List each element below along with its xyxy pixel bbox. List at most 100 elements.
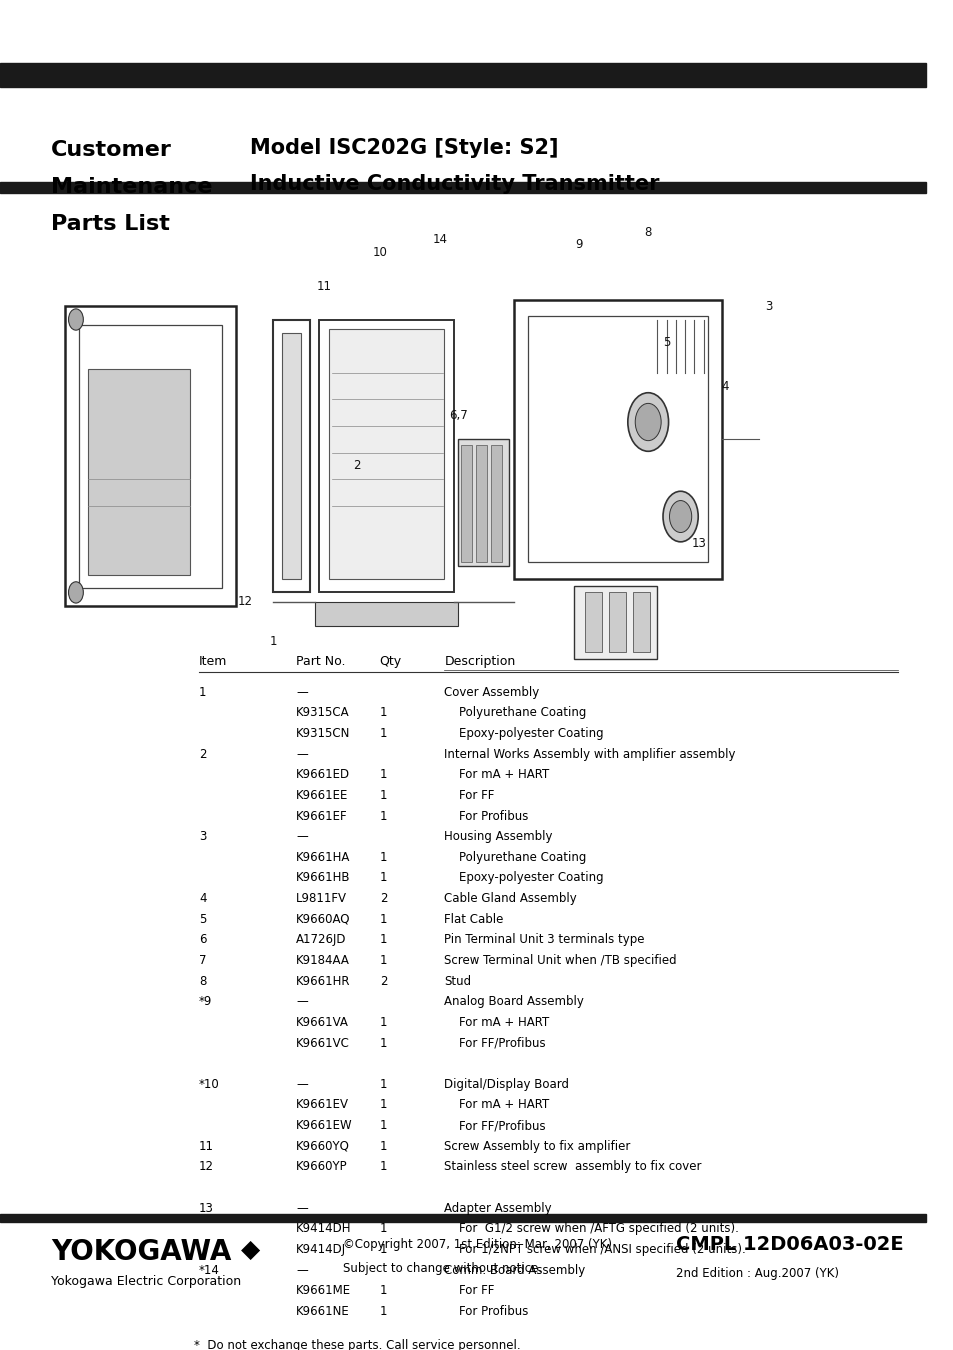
FancyBboxPatch shape — [282, 333, 300, 579]
Text: A1726JD: A1726JD — [296, 933, 347, 946]
Text: 1: 1 — [379, 933, 387, 946]
Text: K9660YQ: K9660YQ — [296, 1139, 350, 1153]
Text: For mA + HART: For mA + HART — [444, 1099, 549, 1111]
Text: 3: 3 — [764, 300, 772, 313]
Text: 1: 1 — [379, 788, 387, 802]
Text: —: — — [296, 830, 308, 844]
Text: 1: 1 — [379, 1037, 387, 1049]
Text: K9414DH: K9414DH — [296, 1222, 352, 1235]
FancyBboxPatch shape — [329, 329, 444, 579]
Text: 1: 1 — [379, 1161, 387, 1173]
Text: K9661VA: K9661VA — [296, 1017, 349, 1029]
Text: For FF: For FF — [444, 1284, 495, 1297]
Text: 4: 4 — [720, 379, 728, 393]
Text: 1: 1 — [379, 1017, 387, 1029]
Text: K9661EF: K9661EF — [296, 810, 348, 822]
Text: Subject to change without notice.: Subject to change without notice. — [342, 1262, 541, 1274]
Text: Description: Description — [444, 655, 516, 668]
Text: Adapter Assembly: Adapter Assembly — [444, 1202, 552, 1215]
Text: 14: 14 — [432, 234, 447, 246]
Text: K9661ED: K9661ED — [296, 768, 350, 782]
Text: Polyurethane Coating: Polyurethane Coating — [444, 850, 586, 864]
Text: ◆: ◆ — [240, 1238, 260, 1262]
Text: K9661EE: K9661EE — [296, 788, 349, 802]
Text: 9: 9 — [575, 239, 582, 251]
Text: 1: 1 — [379, 1305, 387, 1318]
Text: 2: 2 — [199, 748, 207, 760]
FancyBboxPatch shape — [574, 586, 657, 659]
Text: For Profibus: For Profibus — [444, 1305, 528, 1318]
Bar — [37, 207, 888, 666]
Text: 3: 3 — [199, 830, 206, 844]
FancyBboxPatch shape — [457, 439, 509, 566]
Text: —: — — [296, 1264, 308, 1277]
Text: 6,7: 6,7 — [449, 409, 467, 421]
FancyBboxPatch shape — [609, 593, 625, 652]
Text: 1: 1 — [379, 913, 387, 926]
Text: Epoxy-polyester Coating: Epoxy-polyester Coating — [444, 872, 603, 884]
Text: —: — — [296, 1077, 308, 1091]
Text: 2: 2 — [379, 892, 387, 904]
FancyBboxPatch shape — [460, 444, 472, 562]
Text: Digital/Display Board: Digital/Display Board — [444, 1077, 569, 1091]
Text: Yokogawa Electric Corporation: Yokogawa Electric Corporation — [51, 1276, 241, 1288]
Text: 7: 7 — [199, 954, 207, 967]
Text: 1: 1 — [379, 810, 387, 822]
Text: K9661NE: K9661NE — [296, 1305, 350, 1318]
Text: K9184AA: K9184AA — [296, 954, 350, 967]
Text: K9661EW: K9661EW — [296, 1119, 353, 1133]
Text: 11: 11 — [199, 1139, 213, 1153]
Text: For mA + HART: For mA + HART — [444, 1017, 549, 1029]
Text: For Profibus: For Profibus — [444, 810, 528, 822]
Circle shape — [669, 501, 691, 532]
Circle shape — [627, 393, 668, 451]
Text: For mA + HART: For mA + HART — [444, 768, 549, 782]
Text: Comm. Board Assembly: Comm. Board Assembly — [444, 1264, 585, 1277]
FancyBboxPatch shape — [584, 593, 601, 652]
Text: Model ISC202G [Style: S2]: Model ISC202G [Style: S2] — [250, 139, 558, 158]
Text: Cable Gland Assembly: Cable Gland Assembly — [444, 892, 577, 904]
Text: 1: 1 — [379, 1139, 387, 1153]
Text: Customer: Customer — [51, 140, 172, 159]
Text: For FF/Profibus: For FF/Profibus — [444, 1119, 545, 1133]
Text: 12: 12 — [237, 595, 253, 609]
Text: Parts List: Parts List — [51, 215, 170, 235]
Text: K9660AQ: K9660AQ — [296, 913, 351, 926]
Text: Epoxy-polyester Coating: Epoxy-polyester Coating — [444, 728, 603, 740]
Text: K9315CN: K9315CN — [296, 728, 351, 740]
Text: 2: 2 — [379, 975, 387, 988]
Text: For 1/2NPT screw when /ANSI specified (2 units).: For 1/2NPT screw when /ANSI specified (2… — [444, 1243, 745, 1256]
Text: 10: 10 — [372, 247, 387, 259]
Text: K9661VC: K9661VC — [296, 1037, 350, 1049]
Text: 1: 1 — [199, 686, 207, 699]
FancyBboxPatch shape — [88, 369, 190, 575]
Text: 1: 1 — [379, 728, 387, 740]
Bar — [0, 1214, 925, 1222]
Text: K9661HR: K9661HR — [296, 975, 351, 988]
Text: 1: 1 — [379, 1243, 387, 1256]
Text: 1: 1 — [379, 1119, 387, 1133]
Bar — [0, 182, 925, 193]
Text: 2nd Edition : Aug.2007 (YK): 2nd Edition : Aug.2007 (YK) — [676, 1268, 838, 1280]
Text: 1: 1 — [379, 1099, 387, 1111]
Text: 6: 6 — [199, 933, 207, 946]
Text: 1: 1 — [379, 850, 387, 864]
Text: K9315CA: K9315CA — [296, 706, 350, 720]
Text: L9811FV: L9811FV — [296, 892, 347, 904]
FancyBboxPatch shape — [490, 444, 501, 562]
Text: K9414DJ: K9414DJ — [296, 1243, 346, 1256]
Text: 1: 1 — [379, 1284, 387, 1297]
Text: 11: 11 — [316, 279, 332, 293]
Text: 8: 8 — [644, 227, 651, 239]
Text: Flat Cable: Flat Cable — [444, 913, 503, 926]
Text: Housing Assembly: Housing Assembly — [444, 830, 553, 844]
Text: *14: *14 — [199, 1264, 220, 1277]
Text: 13: 13 — [691, 537, 706, 549]
Text: 5: 5 — [199, 913, 206, 926]
FancyBboxPatch shape — [476, 444, 487, 562]
Text: 4: 4 — [199, 892, 207, 904]
Text: 1: 1 — [379, 954, 387, 967]
Text: Screw Terminal Unit when /TB specified: Screw Terminal Unit when /TB specified — [444, 954, 677, 967]
Circle shape — [69, 309, 83, 331]
Text: K9661ME: K9661ME — [296, 1284, 351, 1297]
